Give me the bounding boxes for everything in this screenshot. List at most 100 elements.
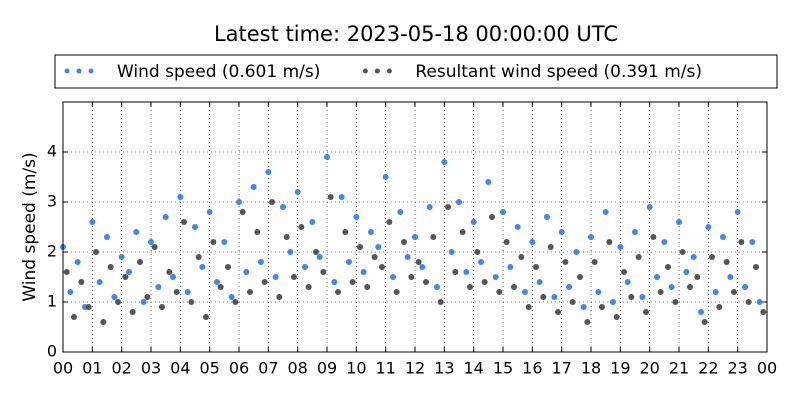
point — [661, 239, 668, 245]
point — [305, 284, 312, 290]
point — [122, 274, 129, 280]
point — [379, 264, 385, 270]
point — [364, 284, 371, 290]
point — [485, 179, 492, 185]
point — [247, 289, 253, 295]
x-tick-label: 18 — [581, 359, 601, 378]
point — [217, 284, 224, 290]
y-tick-label: 2 — [47, 242, 57, 261]
point — [162, 214, 169, 220]
point — [115, 299, 121, 305]
point — [489, 214, 495, 220]
point — [463, 269, 470, 275]
point — [173, 289, 180, 295]
point — [687, 284, 693, 290]
x-tick-label: 00 — [757, 359, 777, 378]
point — [577, 274, 583, 280]
point — [349, 279, 356, 285]
point — [243, 269, 250, 275]
point — [533, 264, 539, 270]
point — [346, 259, 352, 265]
point — [584, 319, 591, 325]
point — [404, 254, 411, 260]
point — [698, 309, 704, 315]
point — [646, 204, 653, 210]
point — [140, 299, 147, 305]
point — [324, 154, 330, 160]
point — [426, 204, 433, 210]
point — [742, 284, 748, 290]
point — [452, 269, 459, 275]
point — [386, 219, 393, 225]
point — [85, 304, 92, 310]
point — [412, 234, 418, 240]
point — [368, 229, 374, 235]
point — [423, 279, 429, 285]
point — [258, 259, 264, 265]
point — [628, 294, 635, 300]
point — [514, 224, 521, 230]
point — [283, 234, 290, 240]
x-tick-label: 11 — [375, 359, 395, 378]
legend-marker — [64, 68, 70, 74]
point — [192, 224, 198, 230]
point — [470, 219, 477, 225]
x-tick-label: 12 — [405, 359, 425, 378]
point — [269, 199, 275, 205]
point — [357, 244, 363, 250]
legend-marker — [374, 68, 380, 74]
point — [302, 264, 308, 270]
y-tick-label: 4 — [47, 142, 57, 161]
point — [96, 279, 103, 285]
point — [679, 249, 686, 255]
point — [151, 244, 158, 250]
point — [712, 289, 719, 295]
x-tick-label: 22 — [698, 359, 718, 378]
point — [104, 234, 110, 240]
point — [437, 299, 444, 305]
point — [672, 299, 679, 305]
point — [448, 249, 455, 255]
point — [654, 274, 660, 280]
x-tick-label: 13 — [434, 359, 454, 378]
point — [745, 299, 752, 305]
point — [756, 299, 763, 305]
point — [67, 289, 74, 295]
point — [214, 279, 220, 285]
point — [522, 289, 528, 295]
y-tick-label: 3 — [47, 192, 57, 211]
point — [159, 304, 165, 310]
point — [287, 249, 294, 255]
point — [500, 209, 506, 215]
x-tick-label: 16 — [522, 359, 542, 378]
point — [265, 169, 272, 175]
point — [613, 314, 620, 320]
point — [225, 264, 231, 270]
point — [401, 239, 407, 245]
x-tick-label: 17 — [551, 359, 571, 378]
point — [419, 264, 426, 270]
chart-title: Latest time: 2023-05-18 00:00:00 UTC — [214, 22, 618, 46]
point — [720, 234, 726, 240]
point — [342, 229, 349, 235]
point — [701, 319, 708, 325]
point — [280, 204, 286, 210]
point — [558, 229, 565, 235]
point — [239, 209, 246, 215]
point — [177, 194, 184, 200]
legend-box — [54, 54, 778, 89]
point — [474, 249, 481, 255]
point — [467, 284, 473, 290]
point — [709, 254, 715, 260]
point — [441, 159, 448, 165]
point — [126, 269, 132, 275]
point — [705, 224, 712, 230]
point — [511, 284, 517, 290]
x-tick-label: 14 — [463, 359, 483, 378]
point — [676, 219, 682, 225]
point — [595, 289, 602, 295]
point — [481, 279, 488, 285]
point — [236, 199, 242, 205]
x-tick-label: 04 — [170, 359, 190, 378]
x-tick-label: 05 — [199, 359, 219, 378]
